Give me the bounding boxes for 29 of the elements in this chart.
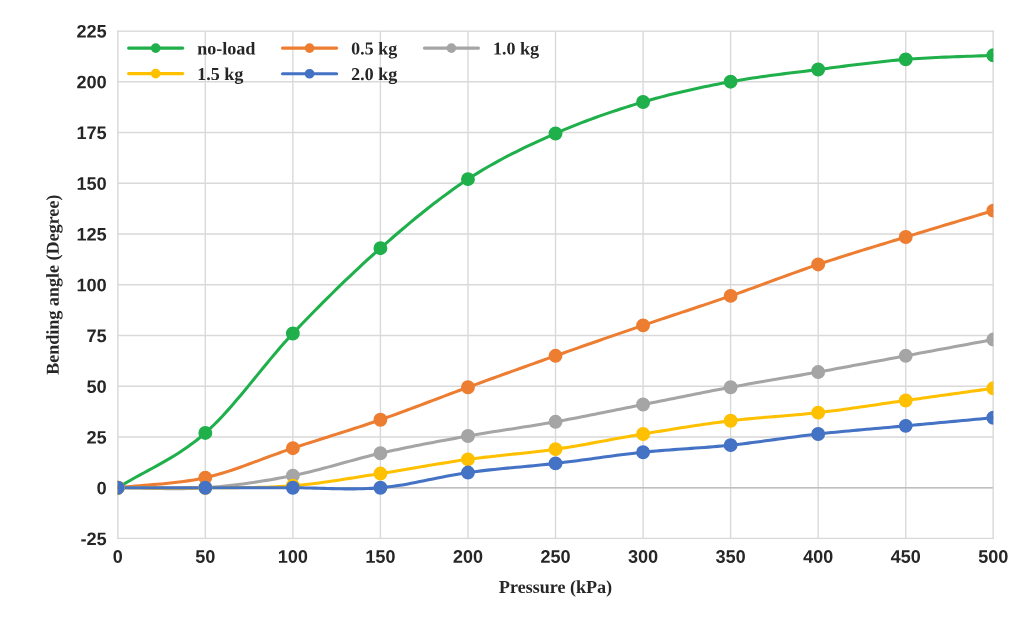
- y-tick-label: 100: [77, 278, 106, 292]
- x-tick-label: 100: [278, 550, 308, 563]
- legend-label: 2.0 kg: [351, 67, 398, 85]
- y-tick-label: 75: [87, 329, 107, 343]
- x-tick-label: 0: [113, 550, 123, 563]
- x-tick-label: 200: [453, 550, 483, 563]
- x-axis-title: Pressure (kPa): [499, 580, 612, 597]
- legend-label: 1.0 kg: [494, 41, 539, 59]
- y-tick-label: 25: [87, 430, 107, 444]
- legend-label: 1.5 kg: [198, 67, 244, 84]
- y-tick-label: 225: [77, 24, 107, 38]
- x-tick-label: 50: [195, 550, 215, 563]
- y-tick-label: 50: [87, 380, 106, 393]
- y-tick-label: 175: [77, 126, 107, 140]
- x-tick-label: 450: [890, 550, 921, 563]
- y-tick-label: 0: [97, 481, 106, 495]
- legend-label: 0.5 kg: [351, 41, 398, 59]
- x-tick-label: 250: [541, 550, 570, 563]
- y-tick-label: 125: [77, 227, 107, 241]
- x-tick-label: 300: [628, 550, 658, 563]
- y-axis-title: Bending angle (Degree): [46, 195, 63, 375]
- y-tick-label: 200: [77, 75, 106, 89]
- y-tick-label: 150: [77, 177, 106, 190]
- x-tick-label: 400: [803, 550, 833, 563]
- x-tick-label: 350: [715, 550, 745, 563]
- y-tick-label: -25: [81, 532, 107, 546]
- x-tick-label: 150: [366, 550, 395, 563]
- legend-label: no-load: [197, 41, 256, 55]
- x-tick-label: 500: [978, 550, 1008, 563]
